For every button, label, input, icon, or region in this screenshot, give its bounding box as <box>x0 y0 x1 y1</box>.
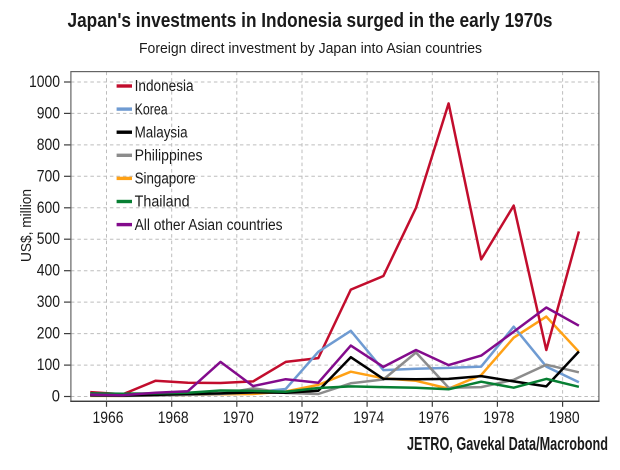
svg-text:1978: 1978 <box>483 409 514 427</box>
svg-text:1968: 1968 <box>158 409 189 427</box>
svg-text:500: 500 <box>37 230 60 248</box>
svg-text:1972: 1972 <box>288 409 319 427</box>
svg-text:Indonesia: Indonesia <box>135 78 194 95</box>
svg-text:300: 300 <box>37 293 60 311</box>
svg-text:1000: 1000 <box>29 73 60 91</box>
svg-text:1976: 1976 <box>418 409 449 427</box>
svg-text:1974: 1974 <box>353 409 384 427</box>
svg-text:1966: 1966 <box>93 409 124 427</box>
svg-text:All other Asian countries: All other Asian countries <box>135 217 283 234</box>
svg-text:Thailand: Thailand <box>135 194 190 211</box>
svg-text:600: 600 <box>37 199 60 217</box>
svg-text:Singapore: Singapore <box>135 171 196 188</box>
svg-text:900: 900 <box>37 104 60 122</box>
svg-text:0: 0 <box>52 388 60 406</box>
svg-text:JETRO, Gavekal Data/Macrobond: JETRO, Gavekal Data/Macrobond <box>407 434 608 454</box>
svg-text:Korea: Korea <box>135 101 168 118</box>
svg-text:100: 100 <box>37 356 60 374</box>
svg-text:Malaysia: Malaysia <box>135 124 188 141</box>
svg-text:1970: 1970 <box>223 409 254 427</box>
svg-text:200: 200 <box>37 325 60 343</box>
svg-text:400: 400 <box>37 262 60 280</box>
svg-text:700: 700 <box>37 167 60 185</box>
svg-text:800: 800 <box>37 136 60 154</box>
svg-text:1980: 1980 <box>549 409 580 427</box>
svg-text:US$, million: US$, million <box>18 189 35 262</box>
svg-text:Philippines: Philippines <box>135 148 203 165</box>
svg-text:Foreign direct investment by J: Foreign direct investment by Japan into … <box>139 40 482 57</box>
svg-text:Japan's investments in Indones: Japan's investments in Indonesia surged … <box>68 10 553 32</box>
